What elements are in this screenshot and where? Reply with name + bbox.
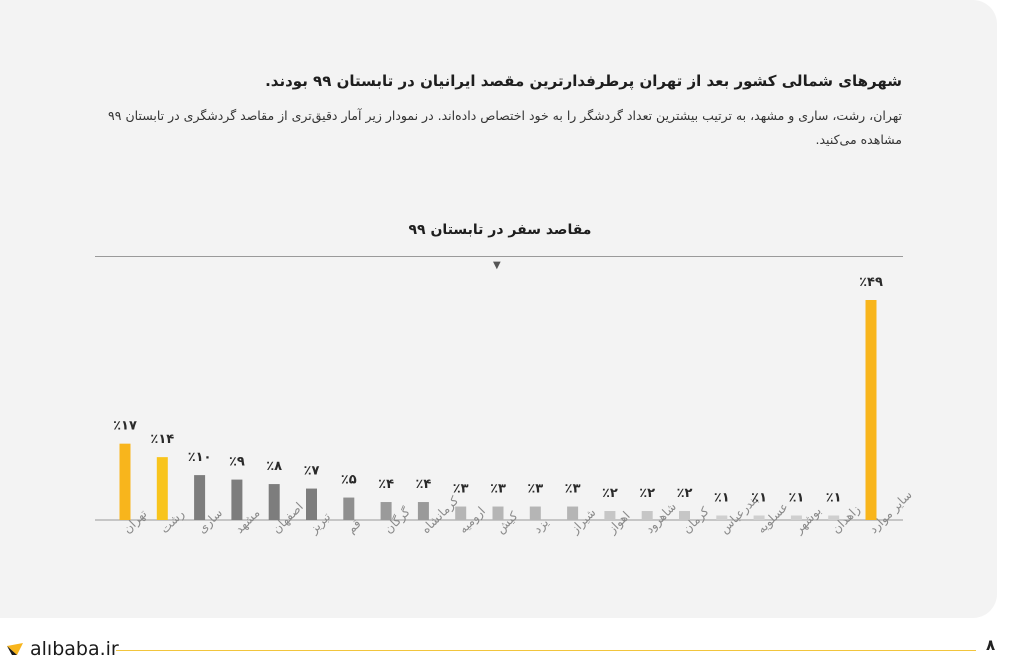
data-label: ٪۴ — [378, 477, 394, 492]
bar — [380, 502, 392, 520]
bar — [156, 457, 168, 520]
brand-logo[interactable]: alıbaba.ir — [6, 638, 119, 660]
bar — [268, 484, 280, 520]
footer: alıbaba.ir ۸ — [0, 636, 1024, 666]
data-label: ٪۲ — [602, 486, 618, 501]
chart-title: مقاصد سفر در تابستان ۹۹ — [408, 222, 592, 238]
data-label: ٪۲ — [639, 486, 655, 501]
bar — [679, 511, 690, 520]
bar — [790, 515, 802, 520]
bar — [529, 506, 541, 520]
data-label: ٪۴۹ — [859, 275, 883, 290]
bar — [716, 515, 728, 520]
bar — [455, 506, 467, 520]
data-label: ٪۳ — [453, 482, 469, 497]
data-label: ٪۴ — [415, 477, 431, 492]
alibaba-logo-icon — [7, 643, 23, 655]
bar — [641, 511, 653, 520]
data-label: ٪۳ — [565, 482, 581, 497]
data-label: ٪۱۰ — [188, 450, 212, 465]
category-label: بوشهر — [791, 504, 825, 538]
bar — [194, 475, 206, 520]
bar — [231, 479, 243, 520]
bar — [567, 506, 579, 520]
page-heading: شهرهای شمالی کشور بعد از تهران پرطرفدارت… — [265, 72, 902, 90]
data-label: ٪۱ — [826, 491, 842, 506]
data-label: ٪۸ — [266, 459, 282, 474]
data-label: ٪۱ — [751, 491, 767, 506]
chart-title-divider — [95, 256, 903, 257]
bar — [492, 506, 504, 520]
data-label: ٪۳ — [527, 482, 543, 497]
pointer-triangle-icon: ▼ — [493, 260, 501, 271]
data-label: ٪۲ — [677, 486, 693, 501]
brand-name: alıbaba.ir — [30, 638, 119, 660]
footer-divider — [116, 650, 976, 651]
bar — [604, 511, 616, 520]
bar — [417, 502, 429, 520]
data-label: ٪۷ — [304, 464, 320, 479]
intro-paragraph: تهران، رشت، ساری و مشهد، به ترتیب بیشتری… — [108, 108, 902, 147]
bar — [828, 515, 840, 520]
page-number: ۸ — [986, 636, 996, 654]
data-label: ٪۵ — [341, 473, 357, 488]
data-label: ٪۱ — [714, 491, 730, 506]
bar — [306, 488, 317, 520]
data-label: ٪۹ — [229, 455, 245, 470]
data-label: ٪۱ — [788, 491, 804, 506]
bar — [865, 300, 877, 520]
data-label: ٪۱۷ — [113, 419, 137, 434]
bar — [343, 497, 355, 520]
data-label: ٪۱۴ — [150, 432, 174, 447]
data-label: ٪۳ — [490, 482, 506, 497]
bar — [753, 515, 765, 520]
bar — [119, 443, 131, 520]
